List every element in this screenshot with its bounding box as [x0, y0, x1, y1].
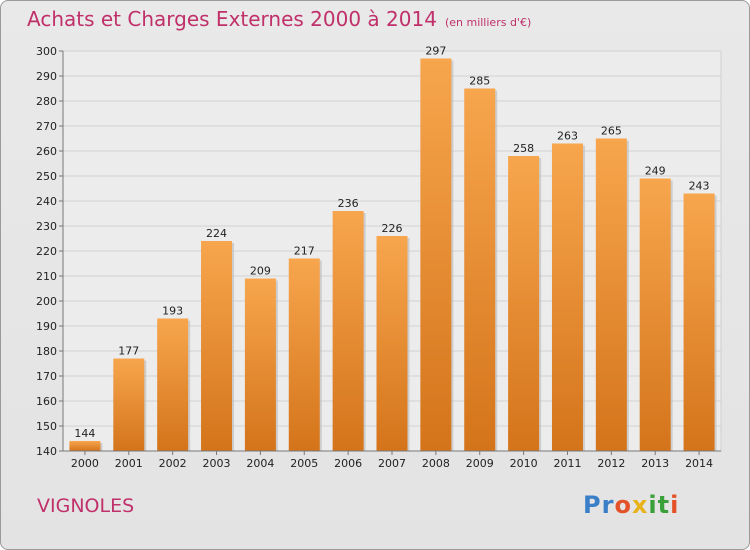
y-tick-label: 230: [36, 220, 57, 233]
x-tick-label: 2007: [378, 457, 406, 470]
title-unit: (en milliers d'€): [444, 16, 532, 29]
data-label: 285: [469, 75, 490, 88]
x-tick-label: 2012: [597, 457, 625, 470]
x-tick-label: 2002: [159, 457, 187, 470]
x-tick-label: 2010: [510, 457, 538, 470]
y-tick-label: 210: [36, 270, 57, 283]
title-text: Achats et Charges Externes 2000 à 2014: [27, 7, 437, 31]
y-tick-label: 160: [36, 395, 57, 408]
bar: [595, 138, 627, 451]
data-label: 249: [645, 165, 666, 178]
y-tick-label: 270: [36, 120, 57, 133]
x-tick-label: 2009: [466, 457, 494, 470]
data-label: 236: [338, 197, 359, 210]
data-label: 224: [206, 227, 227, 240]
commune-name: VIGNOLES: [37, 495, 135, 517]
bar: [69, 441, 101, 451]
bar: [508, 156, 540, 451]
y-tick-label: 290: [36, 70, 57, 83]
y-tick-label: 280: [36, 95, 57, 108]
data-label: 243: [689, 180, 710, 193]
y-tick-label: 190: [36, 320, 57, 333]
bar: [376, 236, 408, 451]
logo-letter: x: [631, 491, 649, 519]
x-tick-label: 2000: [71, 457, 99, 470]
logo-letter: r: [601, 491, 615, 519]
bar: [113, 358, 145, 451]
x-tick-label: 2005: [290, 457, 318, 470]
y-tick-label: 220: [36, 245, 57, 258]
bar: [639, 178, 671, 451]
bar: [244, 278, 276, 451]
x-tick-label: 2006: [334, 457, 362, 470]
y-tick-label: 250: [36, 170, 57, 183]
data-label: 297: [425, 45, 446, 58]
data-label: 217: [294, 245, 315, 258]
logo-letter: t: [657, 491, 671, 519]
data-label: 265: [601, 125, 622, 138]
bar: [683, 193, 715, 451]
y-tick-label: 300: [36, 45, 57, 58]
x-tick-label: 2014: [685, 457, 713, 470]
logo-letter: i: [670, 491, 680, 519]
bar: [157, 318, 189, 451]
x-tick-label: 2011: [553, 457, 581, 470]
y-tick-label: 180: [36, 345, 57, 358]
y-tick-label: 260: [36, 145, 57, 158]
y-tick-label: 150: [36, 420, 57, 433]
data-label: 263: [557, 130, 578, 143]
data-label: 177: [118, 345, 139, 358]
x-tick-label: 2013: [641, 457, 669, 470]
data-label: 144: [74, 427, 95, 440]
data-label: 226: [382, 222, 403, 235]
bar: [201, 241, 233, 451]
x-tick-label: 2004: [246, 457, 274, 470]
x-tick-label: 2003: [203, 457, 231, 470]
x-tick-label: 2008: [422, 457, 450, 470]
bar: [551, 143, 583, 451]
y-tick-label: 170: [36, 370, 57, 383]
bar: [332, 211, 364, 451]
x-tick-label: 2001: [115, 457, 143, 470]
bar: [464, 88, 496, 451]
data-label: 209: [250, 265, 271, 278]
bar: [288, 258, 320, 451]
y-tick-label: 200: [36, 295, 57, 308]
logo-letter: o: [614, 491, 632, 519]
bar: [420, 58, 452, 451]
chart-title: Achats et Charges Externes 2000 à 2014 (e…: [27, 7, 531, 31]
logo-letter: i: [648, 491, 658, 519]
logo-letter: P: [583, 491, 602, 519]
data-label: 193: [162, 305, 183, 318]
y-tick-label: 240: [36, 195, 57, 208]
data-label: 258: [513, 142, 534, 155]
proxiti-logo: Proxiti: [583, 491, 679, 519]
y-tick-label: 140: [36, 445, 57, 458]
